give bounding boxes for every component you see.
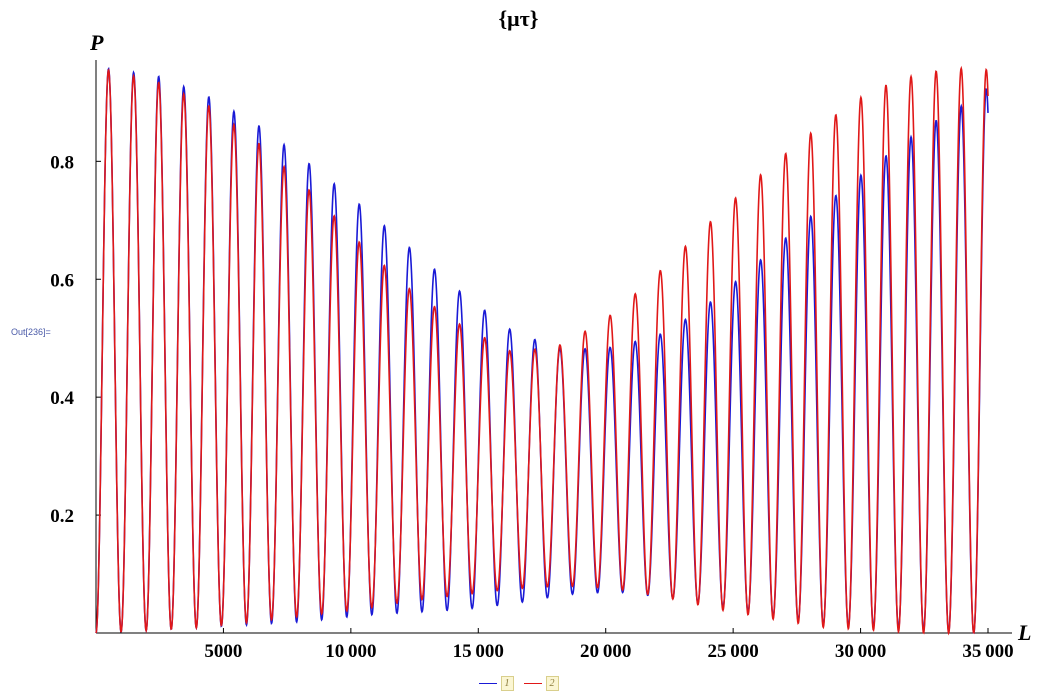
y-tick-label: 0.6 <box>50 270 74 291</box>
chart-title: {μτ} <box>498 6 539 31</box>
y-tick-label: 0.4 <box>50 388 74 409</box>
y-tick-label: 0.2 <box>50 506 74 527</box>
x-tick-label: 15 000 <box>453 641 504 662</box>
x-axis-label: L <box>1017 620 1031 645</box>
ticks-group: 5000 10 000 15 000 20 000 25 000 30 000 35 000… <box>50 152 1013 662</box>
x-tick-label: 5000 <box>204 641 242 662</box>
chart-plot: P L 5000 10 000 15 000 20 000 25 000 30 000 35… <box>50 30 1031 662</box>
legend-item-1: 1 <box>478 676 514 691</box>
y-axis-label: P <box>89 30 104 55</box>
x-tick-label: 35 000 <box>962 641 1013 662</box>
x-tick-label: 20 000 <box>580 641 631 662</box>
series-layer <box>95 65 989 636</box>
y-tick-label: 0.8 <box>50 152 74 173</box>
legend-item-2: 2 <box>523 676 559 691</box>
x-tick-label: 10 000 <box>325 641 376 662</box>
legend-label: 1 <box>500 676 514 691</box>
legend-label: 2 <box>545 676 559 691</box>
output-cell-label: Out[236]= <box>11 327 51 337</box>
legend-swatch <box>523 683 542 684</box>
axes-group: P L <box>89 30 1031 645</box>
x-tick-label: 25 000 <box>707 641 758 662</box>
legend-swatch <box>478 683 497 684</box>
x-tick-label: 30 000 <box>835 641 886 662</box>
series-line-2 <box>95 65 989 636</box>
